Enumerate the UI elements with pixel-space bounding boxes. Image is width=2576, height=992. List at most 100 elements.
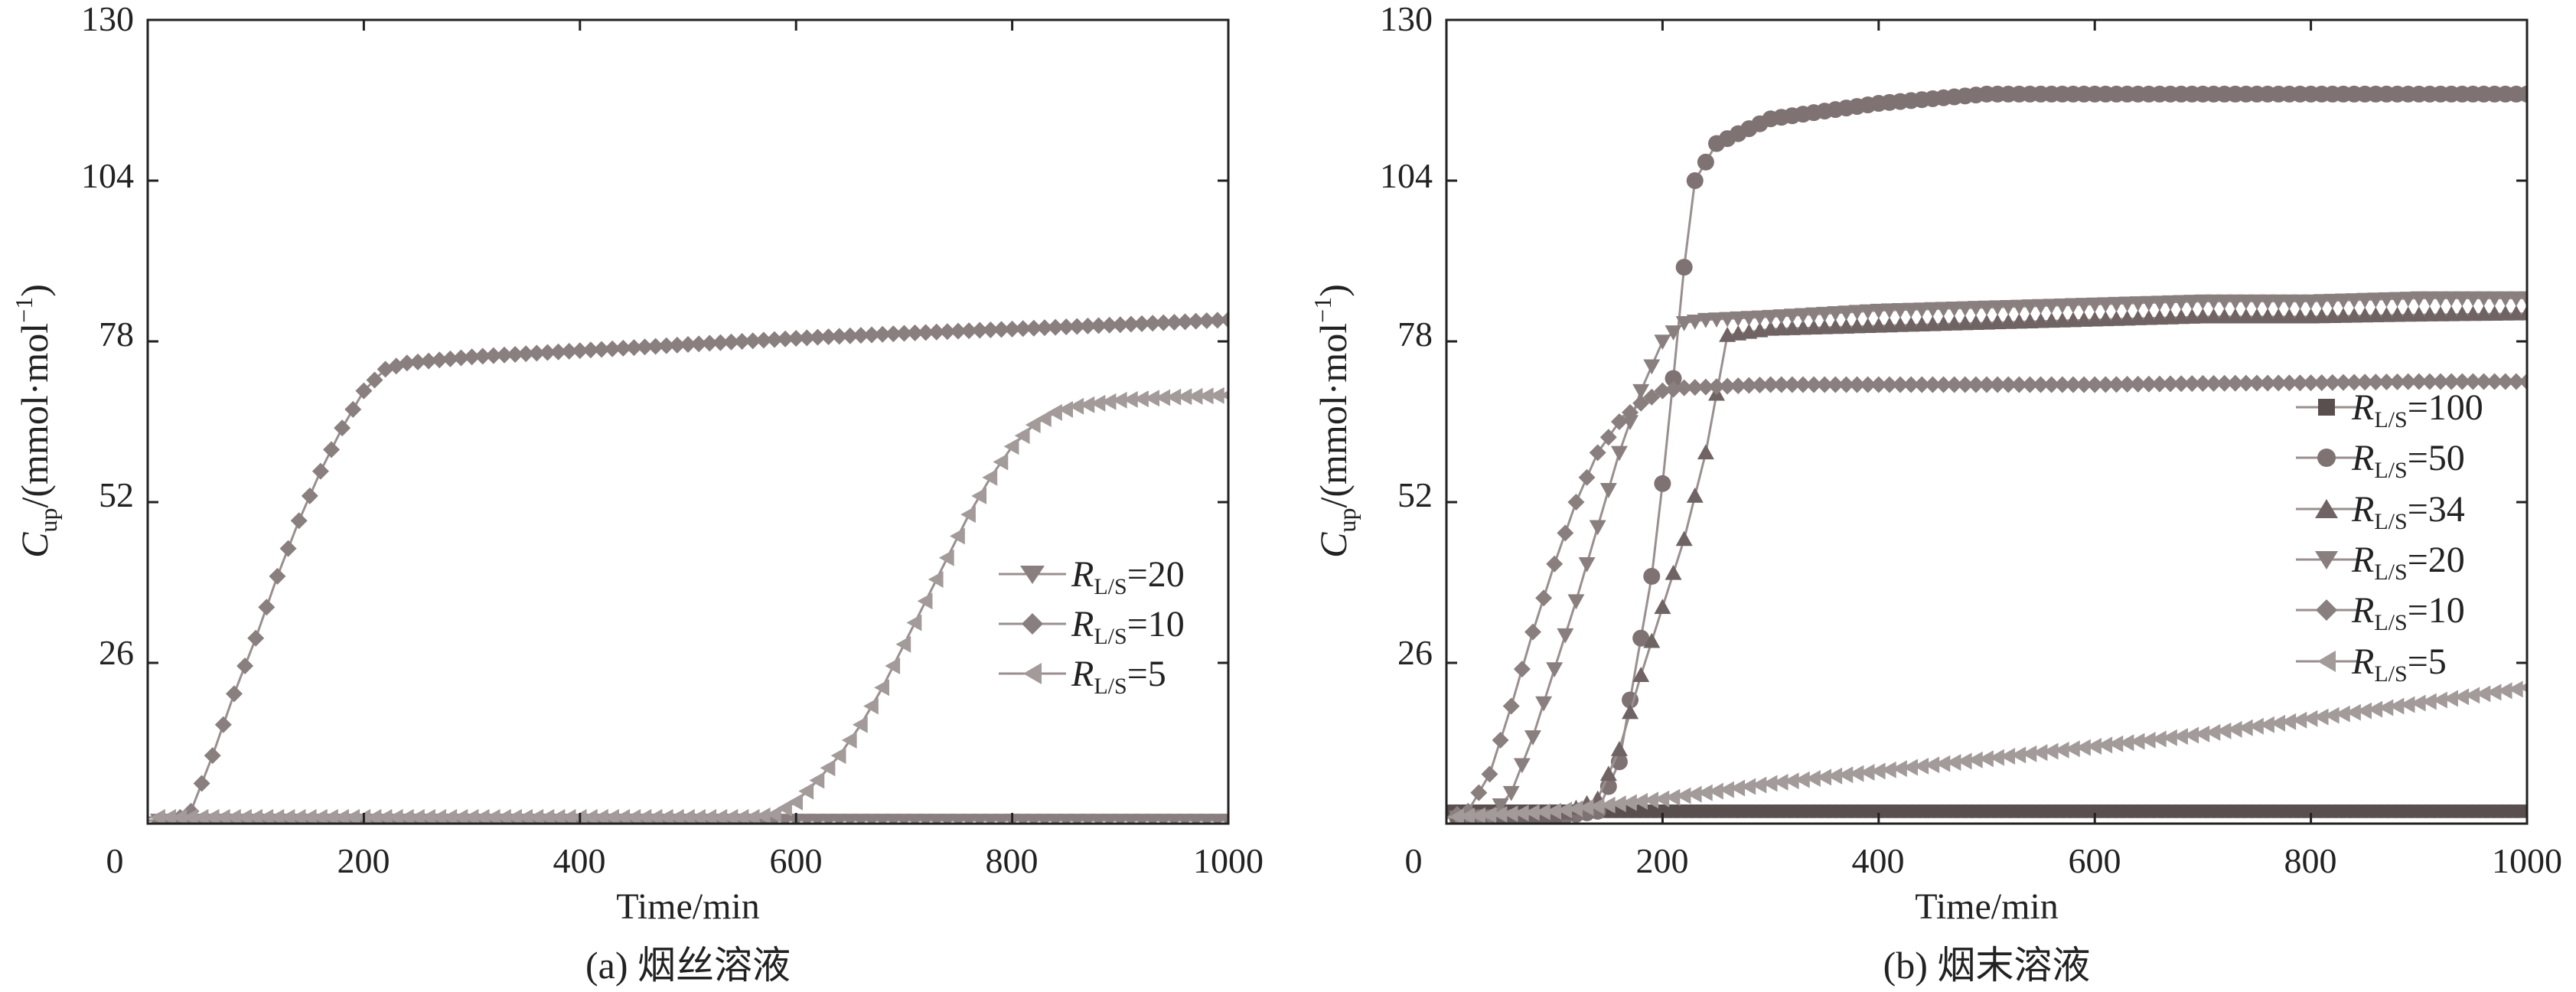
data-point-triangle-up bbox=[2140, 309, 2157, 325]
data-point-triangle-left bbox=[1176, 388, 1192, 406]
data-point-triangle-left bbox=[1827, 767, 1843, 785]
data-point-triangle-up bbox=[2334, 307, 2352, 323]
data-point-triangle-left bbox=[1837, 766, 1854, 784]
data-point-triangle-left bbox=[593, 808, 608, 824]
data-point-diamond bbox=[733, 333, 751, 350]
data-point-diamond bbox=[1035, 319, 1053, 337]
data-point-triangle-down bbox=[2108, 296, 2125, 312]
data-point-triangle-left bbox=[1459, 808, 1475, 824]
data-point-triangle-up bbox=[2346, 307, 2363, 323]
data-point-triangle-down bbox=[2129, 296, 2147, 312]
data-point-diamond bbox=[657, 337, 675, 354]
y-tick-label: 52 bbox=[1397, 475, 1433, 514]
data-point-circle bbox=[1675, 259, 1693, 276]
data-point-triangle-left bbox=[1492, 805, 1508, 823]
data-point-triangle-left bbox=[1697, 784, 1713, 801]
data-point-triangle-up bbox=[1654, 599, 1671, 615]
data-point-triangle-up bbox=[1783, 320, 1801, 335]
legend-marker-square-icon bbox=[2318, 399, 2335, 416]
data-point-triangle-left bbox=[2075, 739, 2091, 756]
data-point-diamond bbox=[517, 345, 535, 363]
data-point-triangle-down bbox=[2378, 292, 2395, 308]
data-point-diamond bbox=[2421, 373, 2438, 390]
data-point-triangle-left bbox=[2205, 723, 2221, 741]
data-point-diamond bbox=[2378, 373, 2395, 390]
data-point-triangle-left bbox=[680, 808, 695, 824]
data-point-triangle-down bbox=[2216, 294, 2233, 310]
data-point-triangle-down bbox=[1751, 310, 1769, 326]
data-point-triangle-left bbox=[549, 808, 566, 824]
data-point-diamond bbox=[928, 323, 945, 341]
data-point-triangle-left bbox=[2173, 728, 2188, 746]
data-point-triangle-left bbox=[2432, 691, 2447, 709]
plot-frame-a bbox=[146, 18, 1230, 825]
data-point-triangle-up bbox=[1913, 316, 1931, 331]
data-point-triangle-left bbox=[1449, 808, 1464, 824]
data-point-diamond bbox=[290, 512, 308, 530]
data-point-diamond bbox=[2270, 374, 2287, 392]
data-point-triangle-left bbox=[636, 808, 652, 824]
data-point-triangle-left bbox=[1144, 390, 1159, 407]
data-point-triangle-down bbox=[2173, 295, 2190, 311]
data-point-diamond bbox=[1708, 378, 1725, 396]
data-point-diamond bbox=[1481, 765, 1498, 783]
data-point-triangle-down bbox=[1502, 785, 1520, 801]
data-point-triangle-up bbox=[2021, 313, 2039, 328]
data-point-triangle-left bbox=[2356, 702, 2372, 720]
data-point-diamond bbox=[193, 775, 210, 792]
data-point-triangle-left bbox=[712, 808, 728, 824]
panel-b: 130 104 78 52 26 0 200 400 600 800 1000 … bbox=[1309, 0, 2562, 987]
data-point-triangle-up bbox=[1805, 319, 1823, 335]
data-point-triangle-up bbox=[1762, 320, 1779, 336]
data-point-diamond bbox=[484, 347, 502, 364]
data-point-diamond bbox=[2334, 374, 2352, 391]
data-point-diamond bbox=[1133, 315, 1151, 332]
data-point-triangle-up bbox=[1610, 741, 1628, 756]
data-point-triangle-left bbox=[777, 799, 792, 817]
data-point-triangle-left bbox=[1978, 750, 1994, 768]
data-point-triangle-left bbox=[2194, 725, 2210, 742]
data-point-diamond bbox=[258, 599, 276, 616]
data-point-diamond bbox=[1111, 316, 1129, 334]
data-point-triangle-left bbox=[290, 808, 306, 824]
data-point-triangle-left bbox=[204, 808, 220, 824]
data-point-diamond bbox=[1090, 317, 1107, 334]
legend-marker-circle-icon bbox=[2317, 449, 2336, 467]
data-point-triangle-left bbox=[387, 808, 403, 824]
x-axis-label: Time/min bbox=[1915, 886, 2059, 927]
data-point-diamond bbox=[1794, 376, 1811, 393]
data-point-triangle-left bbox=[1068, 397, 1084, 415]
data-point-diamond bbox=[1913, 376, 1931, 393]
data-point-triangle-left bbox=[539, 808, 555, 824]
data-point-triangle-down bbox=[1675, 315, 1693, 331]
data-point-triangle-up bbox=[2454, 305, 2471, 321]
y-tick-label: 130 bbox=[81, 0, 134, 38]
data-point-triangle-left bbox=[950, 527, 965, 545]
x-tick-label: 800 bbox=[986, 841, 1039, 880]
data-point-diamond bbox=[2097, 376, 2115, 393]
y-axis-label-sub: up bbox=[1333, 508, 1361, 533]
data-point-triangle-down bbox=[2237, 294, 2255, 310]
data-point-diamond bbox=[1470, 784, 1488, 801]
data-point-diamond bbox=[2475, 373, 2493, 390]
data-point-triangle-down bbox=[2097, 297, 2115, 313]
y-axis-label-symbol: C bbox=[1312, 532, 1355, 558]
series-line bbox=[148, 393, 1228, 819]
data-point-diamond bbox=[1805, 376, 1823, 393]
data-point-circle bbox=[1643, 567, 1661, 585]
data-point-triangle-left bbox=[928, 570, 944, 588]
data-point-triangle-left bbox=[798, 782, 814, 800]
data-point-triangle-up bbox=[2032, 312, 2049, 328]
data-point-triangle-left bbox=[2259, 716, 2274, 733]
data-point-triangle-down bbox=[1220, 814, 1228, 824]
data-point-triangle-up bbox=[2496, 305, 2514, 321]
data-point-triangle-down bbox=[2443, 291, 2460, 307]
data-point-diamond bbox=[2291, 374, 2309, 392]
data-point-triangle-up bbox=[1794, 319, 1811, 335]
data-point-triangle-left bbox=[2032, 744, 2048, 762]
data-point-triangle-up bbox=[2226, 308, 2244, 324]
data-point-diamond bbox=[1589, 444, 1606, 462]
data-point-diamond bbox=[560, 342, 578, 360]
axis-ticks-a bbox=[148, 20, 1228, 824]
